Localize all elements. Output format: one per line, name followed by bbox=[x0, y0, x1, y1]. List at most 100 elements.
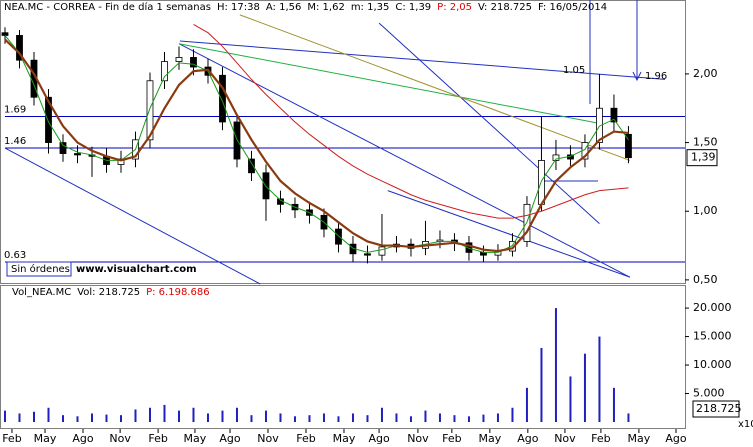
candle-body bbox=[552, 154, 560, 161]
x-tick-label: Feb bbox=[296, 432, 315, 445]
volume-bar bbox=[453, 415, 456, 422]
trend-line bbox=[4, 147, 261, 285]
trend-line bbox=[239, 14, 631, 161]
trend-line bbox=[178, 43, 600, 124]
volume-bar bbox=[598, 336, 601, 422]
volume-bar bbox=[525, 387, 528, 422]
y-tick-label: 15.000 bbox=[693, 330, 732, 343]
x-tick-label: Ago bbox=[72, 432, 94, 445]
candle-body bbox=[248, 158, 255, 174]
panel-header: Vol_NEA.MC Vol: 218.725 P: 6.198.686 bbox=[12, 287, 210, 298]
y-tick-label: 5.000 bbox=[693, 387, 725, 400]
volume-bar bbox=[395, 413, 398, 422]
x-tick-label: Nov bbox=[407, 432, 429, 445]
order-status: Sin órdenes bbox=[11, 263, 70, 275]
volume-layer: Vol_NEA.MC Vol: 218.725 P: 6.198.686 5.000 1… bbox=[2, 287, 753, 445]
level-label: 0.63 bbox=[4, 250, 26, 261]
y-tick-label: 1,50 bbox=[693, 136, 718, 149]
candle-body bbox=[596, 107, 603, 143]
volume-bar bbox=[264, 410, 267, 422]
trend-line bbox=[378, 22, 600, 224]
header-field: A: 1,56 bbox=[266, 2, 301, 13]
candle-body bbox=[378, 246, 386, 256]
x-tick-label: May bbox=[628, 432, 651, 445]
volume-bar bbox=[90, 413, 93, 422]
x-tick-label: May bbox=[184, 432, 207, 445]
volume-bar bbox=[467, 416, 470, 422]
x-tick-label: Feb bbox=[591, 432, 610, 445]
volume-bar bbox=[337, 416, 340, 422]
volume-bar bbox=[322, 413, 325, 422]
level-label: 1.69 bbox=[4, 104, 26, 115]
x-tick-label: Ago bbox=[517, 432, 539, 445]
trend-line bbox=[179, 40, 666, 80]
y-tick-label: 0,50 bbox=[693, 273, 718, 286]
level-label: 1.46 bbox=[4, 136, 26, 147]
candle-body bbox=[465, 242, 473, 253]
last-volume-box bbox=[692, 400, 740, 418]
header-field: m: 1,35 bbox=[351, 2, 390, 13]
volume-bar bbox=[105, 414, 108, 422]
volume-bar bbox=[47, 407, 50, 422]
volume-bar bbox=[18, 413, 21, 422]
moving-average bbox=[193, 24, 629, 219]
header-field: P: 6.198.686 bbox=[146, 287, 209, 298]
candle-body bbox=[190, 57, 197, 68]
annotation: 1.96 bbox=[645, 71, 667, 82]
volume-bar bbox=[424, 410, 427, 422]
x-tick-label: Ago bbox=[368, 432, 390, 445]
scale-label: x100 bbox=[738, 419, 753, 430]
last-price-box bbox=[686, 149, 718, 167]
x-tick-label: May bbox=[333, 432, 356, 445]
x-tick-label: Ago bbox=[219, 432, 241, 445]
moving-average bbox=[4, 35, 629, 253]
volume-bar bbox=[293, 416, 296, 422]
y-tick-label: 1,00 bbox=[693, 204, 718, 217]
moving-average bbox=[4, 38, 629, 253]
header-field: F: 16/05/2014 bbox=[538, 2, 607, 13]
volume-bar bbox=[235, 407, 238, 422]
price-panel bbox=[0, 0, 686, 284]
header-field: P: 2,05 bbox=[437, 2, 472, 13]
candle-body bbox=[625, 133, 632, 159]
y-tick-label: 2,00 bbox=[693, 67, 718, 80]
candle-body bbox=[45, 96, 52, 143]
volume-bar bbox=[569, 376, 572, 422]
header-field: M: 1,62 bbox=[307, 2, 344, 13]
panel-header: NEA.MC - CORREA - Fin de día 1 semanas H:… bbox=[4, 1, 607, 13]
annotation: 1.05 bbox=[563, 65, 585, 76]
x-tick-label: Nov bbox=[109, 432, 131, 445]
volume-bar bbox=[148, 407, 151, 422]
volume-bar bbox=[119, 415, 122, 422]
volume-bar bbox=[61, 415, 64, 422]
candle-body bbox=[175, 57, 183, 62]
x-tick-label: May bbox=[34, 432, 57, 445]
trend-line bbox=[387, 190, 631, 278]
volume-bar bbox=[4, 410, 6, 422]
volume-bar bbox=[496, 413, 499, 422]
x-tick-label: Nov bbox=[257, 432, 279, 445]
volume-bar bbox=[134, 409, 137, 422]
watermark: www.visualchart.com bbox=[76, 264, 197, 275]
x-tick-label: Feb bbox=[2, 432, 21, 445]
header-field: H: 17:38 bbox=[217, 2, 260, 13]
volume-bar bbox=[554, 308, 557, 422]
volume-bar bbox=[76, 416, 79, 422]
candle-body bbox=[610, 107, 618, 123]
volume-bar bbox=[540, 347, 543, 422]
order-status-box bbox=[6, 261, 72, 277]
volume-bar bbox=[583, 353, 586, 422]
volume-bar bbox=[221, 410, 224, 422]
header-field: V: 218.725 bbox=[478, 2, 532, 13]
volume-bar bbox=[163, 404, 166, 422]
candle-body bbox=[74, 153, 81, 156]
volume-bar bbox=[206, 413, 209, 422]
price-layer: NEA.MC - CORREA - Fin de día 1 semanas H:… bbox=[1, 1, 718, 286]
candle-body bbox=[117, 158, 125, 165]
volume-bar bbox=[32, 411, 35, 422]
volume-bar bbox=[250, 415, 253, 422]
header-field: Vol_NEA.MC bbox=[12, 287, 71, 298]
last-volume-label: 218.725 bbox=[696, 402, 742, 415]
